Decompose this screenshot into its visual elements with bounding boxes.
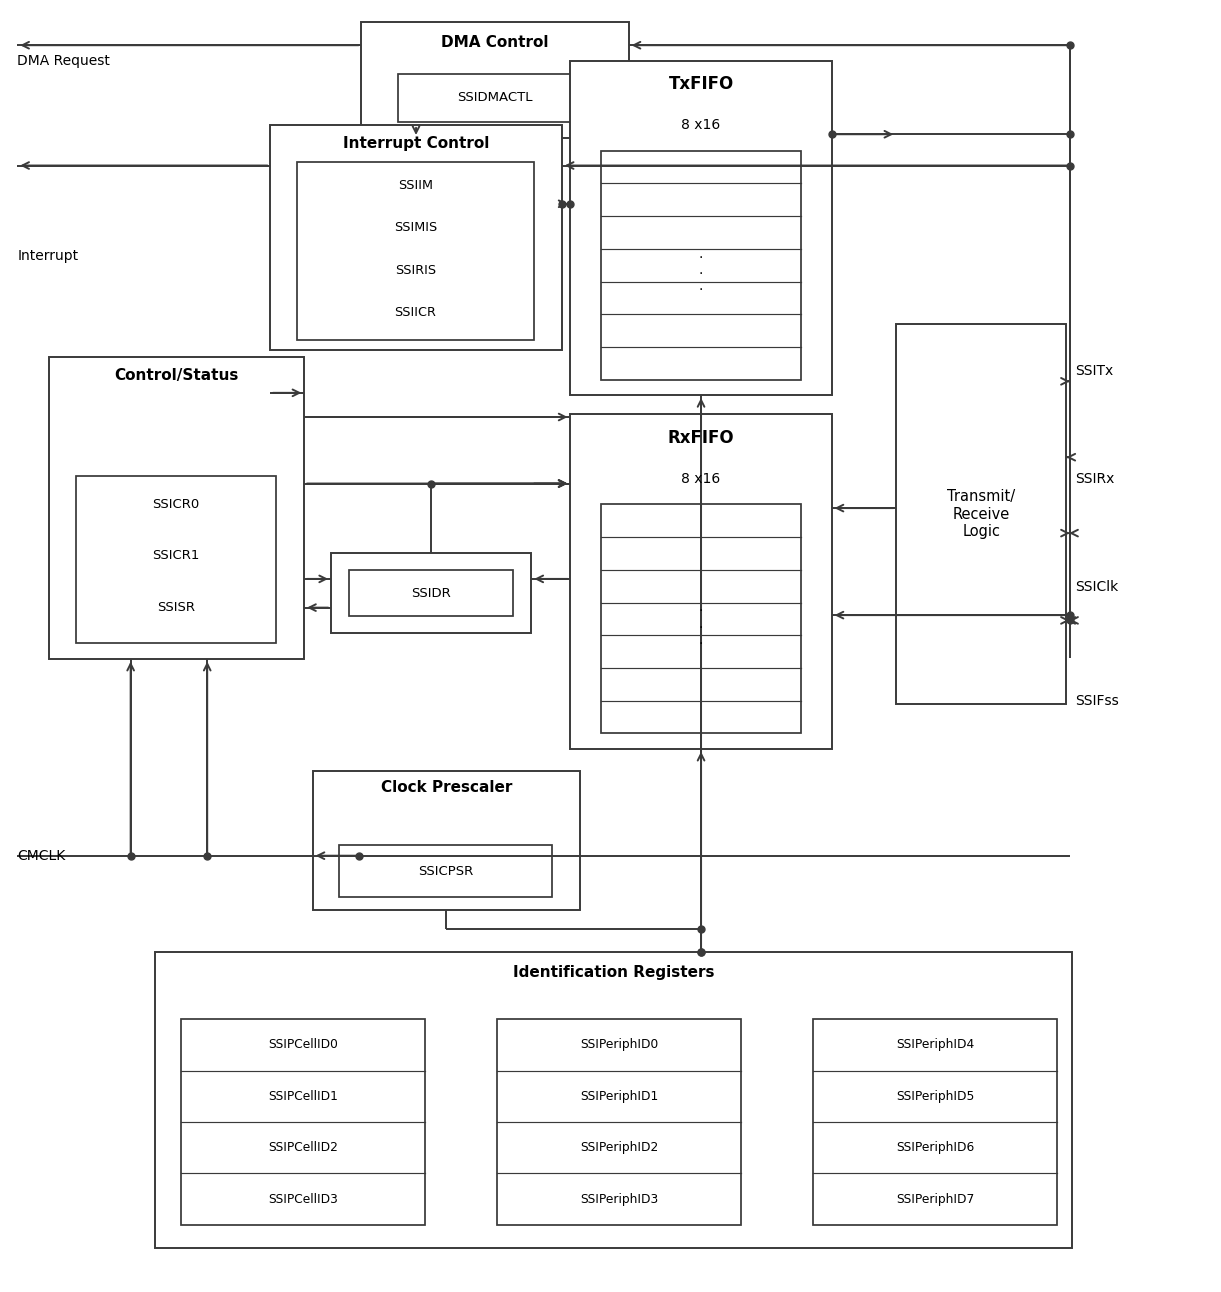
Text: SSIPeriphID0: SSIPeriphID0	[580, 1039, 658, 1052]
Text: SSIPeriphID3: SSIPeriphID3	[580, 1193, 658, 1205]
Text: SSICR0: SSICR0	[153, 497, 199, 512]
FancyBboxPatch shape	[398, 74, 592, 123]
Text: SSISR: SSISR	[158, 601, 195, 614]
FancyBboxPatch shape	[313, 771, 580, 910]
FancyBboxPatch shape	[813, 1019, 1056, 1225]
FancyBboxPatch shape	[361, 22, 629, 138]
Text: SSIPCellID1: SSIPCellID1	[269, 1089, 338, 1103]
FancyBboxPatch shape	[349, 570, 513, 616]
FancyBboxPatch shape	[182, 1019, 425, 1225]
FancyBboxPatch shape	[270, 125, 562, 350]
Text: SSIRIS: SSIRIS	[394, 264, 436, 276]
Text: SSIPCellID3: SSIPCellID3	[269, 1193, 338, 1205]
Text: Interrupt Control: Interrupt Control	[343, 136, 490, 150]
Text: .
.
.: . . .	[698, 601, 703, 647]
Text: RxFIFO: RxFIFO	[668, 429, 734, 447]
Text: SSIPeriphID6: SSIPeriphID6	[896, 1141, 974, 1154]
Text: SSICR1: SSICR1	[153, 549, 200, 562]
Text: SSICPSR: SSICPSR	[418, 864, 474, 877]
Text: SSIPeriphID4: SSIPeriphID4	[896, 1039, 974, 1052]
FancyBboxPatch shape	[155, 952, 1072, 1248]
Text: Identification Registers: Identification Registers	[513, 965, 714, 981]
Text: SSIDR: SSIDR	[411, 587, 451, 599]
Text: DMA Control: DMA Control	[441, 35, 548, 50]
FancyBboxPatch shape	[297, 163, 534, 340]
FancyBboxPatch shape	[76, 477, 276, 643]
FancyBboxPatch shape	[601, 151, 801, 380]
Text: 8 x16: 8 x16	[681, 118, 720, 132]
Text: Control/Status: Control/Status	[115, 368, 239, 384]
Text: Interrupt: Interrupt	[17, 249, 78, 264]
FancyBboxPatch shape	[497, 1019, 741, 1225]
Text: SSIClk: SSIClk	[1074, 580, 1118, 594]
Text: Transmit/
Receive
Logic: Transmit/ Receive Logic	[947, 490, 1016, 539]
Text: SSIPCellID0: SSIPCellID0	[269, 1039, 338, 1052]
FancyBboxPatch shape	[331, 553, 531, 633]
Text: Clock Prescaler: Clock Prescaler	[381, 780, 512, 795]
Text: SSIRx: SSIRx	[1074, 472, 1115, 486]
FancyBboxPatch shape	[49, 357, 304, 659]
Text: 8 x16: 8 x16	[681, 472, 720, 486]
Text: SSIPeriphID5: SSIPeriphID5	[896, 1089, 974, 1103]
Text: SSIDMACTL: SSIDMACTL	[458, 92, 532, 105]
FancyBboxPatch shape	[570, 415, 832, 749]
Text: SSIMIS: SSIMIS	[394, 221, 437, 234]
Text: TxFIFO: TxFIFO	[668, 75, 734, 93]
FancyBboxPatch shape	[601, 504, 801, 734]
FancyBboxPatch shape	[570, 61, 832, 395]
FancyBboxPatch shape	[896, 324, 1066, 704]
Text: SSIPeriphID2: SSIPeriphID2	[580, 1141, 658, 1154]
Text: SSIPeriphID1: SSIPeriphID1	[580, 1089, 658, 1103]
Text: SSIPCellID2: SSIPCellID2	[269, 1141, 338, 1154]
Text: SSIICR: SSIICR	[394, 306, 436, 319]
Text: SSITx: SSITx	[1074, 364, 1114, 377]
Text: DMA Request: DMA Request	[17, 54, 110, 67]
FancyBboxPatch shape	[339, 845, 552, 897]
Text: CMCLK: CMCLK	[17, 849, 66, 863]
Text: SSIPeriphID7: SSIPeriphID7	[896, 1193, 974, 1205]
Text: SSIIM: SSIIM	[398, 180, 433, 193]
Text: SSIFss: SSIFss	[1074, 694, 1118, 708]
Text: .
.
.: . . .	[698, 247, 703, 293]
